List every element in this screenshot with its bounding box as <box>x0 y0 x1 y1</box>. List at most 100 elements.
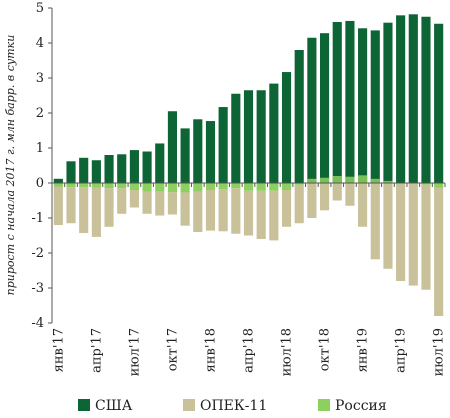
bar-usa-14 <box>231 93 241 183</box>
x-tick-label: апр'17 <box>89 328 104 373</box>
bar-opec11-6 <box>129 190 139 208</box>
y-tick-label: 0 <box>36 176 44 191</box>
bar-russia-21 <box>320 177 330 183</box>
bar-opec11-24 <box>358 183 368 227</box>
bar-russia-24 <box>358 175 368 183</box>
bar-russia-14 <box>231 183 241 189</box>
bar-russia-9 <box>167 183 177 193</box>
bar-opec11-30 <box>434 187 444 316</box>
bar-opec11-0 <box>53 186 63 225</box>
bar-opec11-3 <box>91 187 101 237</box>
bar-opec11-19 <box>294 184 304 224</box>
bar-russia-30 <box>434 183 444 188</box>
bar-usa-12 <box>205 121 216 183</box>
bar-russia-22 <box>332 176 342 183</box>
bar-russia-3 <box>91 183 101 188</box>
x-tick-label: янв'17 <box>51 328 66 372</box>
legend-label: Россия <box>335 398 387 414</box>
bar-usa-17 <box>269 83 279 183</box>
bar-opec11-7 <box>142 191 152 214</box>
bar-opec11-2 <box>79 187 89 234</box>
bar-usa-8 <box>155 143 165 183</box>
x-tick-label: июл'18 <box>280 328 295 376</box>
bar-russia-29 <box>421 183 431 185</box>
bar-russia-2 <box>79 183 89 188</box>
bar-usa-25 <box>370 30 380 184</box>
bar-russia-0 <box>53 183 63 187</box>
bar-russia-25 <box>370 178 380 183</box>
bar-usa-5 <box>117 154 127 183</box>
bar-russia-6 <box>129 183 139 190</box>
plot-area <box>52 14 445 316</box>
bar-russia-19 <box>294 183 304 185</box>
bar-usa-24 <box>358 28 368 183</box>
bar-usa-13 <box>218 107 228 183</box>
y-axis: 5 4 3 2 1 0 -1 -2 -3 -4 <box>31 1 53 331</box>
bar-usa-4 <box>104 155 114 183</box>
bar-usa-30 <box>434 23 444 183</box>
bar-russia-12 <box>205 183 216 190</box>
bar-russia-13 <box>218 183 228 190</box>
y-tick-label: -3 <box>31 281 44 296</box>
y-tick-label: 1 <box>36 141 44 156</box>
y-tick-label: -2 <box>31 246 44 261</box>
bar-usa-28 <box>408 14 418 183</box>
bar-opec11-1 <box>66 187 76 224</box>
y-tick-label: -4 <box>31 316 44 331</box>
x-tick-label: янв'18 <box>203 328 218 372</box>
x-tick-label: апр'18 <box>242 328 257 373</box>
bar-usa-21 <box>320 33 330 184</box>
bar-usa-19 <box>294 50 304 183</box>
bar-opec11-9 <box>167 192 177 215</box>
bar-opec11-5 <box>117 188 127 214</box>
bar-opec11-25 <box>370 183 380 260</box>
legend: США ОПЕК-11 Россия <box>78 398 387 414</box>
x-tick-label: янв'19 <box>356 328 371 372</box>
bar-russia-15 <box>243 183 254 191</box>
bar-russia-11 <box>193 183 203 192</box>
bar-opec11-4 <box>104 188 114 227</box>
legend-label: ОПЕК-11 <box>200 398 267 414</box>
bar-usa-2 <box>79 157 89 183</box>
y-tick-label: 5 <box>36 1 44 16</box>
bar-russia-20 <box>307 178 317 183</box>
bar-russia-17 <box>269 183 279 191</box>
bar-russia-4 <box>104 183 114 189</box>
bar-russia-1 <box>66 183 76 188</box>
bar-russia-5 <box>117 183 127 189</box>
bar-usa-29 <box>421 16 431 183</box>
bar-usa-26 <box>383 22 393 184</box>
bar-opec11-22 <box>332 183 342 201</box>
bar-usa-0 <box>53 178 63 183</box>
bar-opec11-17 <box>269 190 279 241</box>
bar-opec11-11 <box>193 191 203 232</box>
bar-usa-16 <box>256 90 266 183</box>
bar-opec11-14 <box>231 188 241 234</box>
legend-swatch <box>78 399 90 411</box>
bar-usa-7 <box>142 151 152 183</box>
bar-opec11-26 <box>383 183 393 269</box>
bar-opec11-16 <box>256 190 266 239</box>
bar-opec11-23 <box>345 183 355 206</box>
bar-russia-26 <box>383 180 393 183</box>
legend-label: США <box>95 398 133 414</box>
bar-usa-22 <box>332 22 342 183</box>
bar-opec11-29 <box>421 184 431 290</box>
bar-russia-18 <box>281 183 292 190</box>
y-axis-label: прирост с начала 2017 г. млн барр. в сут… <box>4 35 17 296</box>
bar-opec11-10 <box>180 192 190 226</box>
y-tick-label: 2 <box>36 106 44 121</box>
bar-usa-20 <box>307 37 317 183</box>
bar-usa-9 <box>167 111 177 183</box>
x-tick-label: окт'17 <box>165 328 180 371</box>
x-tick-label: июл'19 <box>432 328 447 376</box>
bar-usa-23 <box>345 20 355 184</box>
bar-usa-1 <box>66 161 76 183</box>
bar-russia-10 <box>180 183 190 193</box>
bar-opec11-21 <box>320 183 330 211</box>
bar-usa-3 <box>91 160 101 183</box>
y-tick-label: 4 <box>36 36 44 51</box>
x-tick-label: июл'17 <box>127 328 142 376</box>
bar-russia-8 <box>155 183 165 192</box>
